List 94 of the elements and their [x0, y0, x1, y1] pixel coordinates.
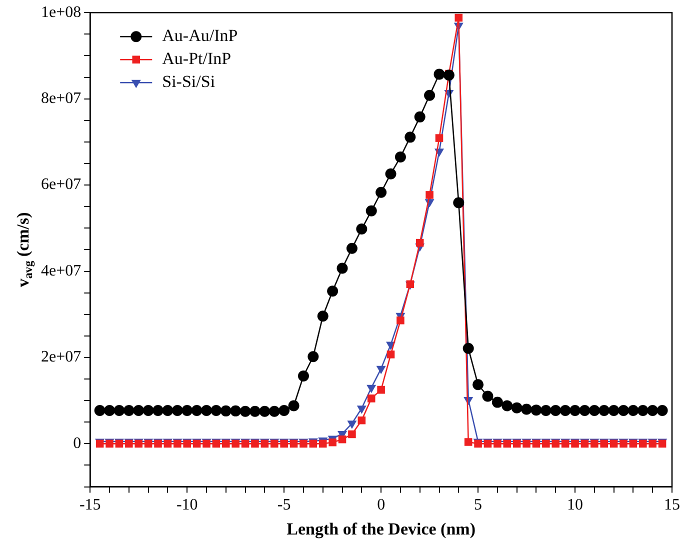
point — [482, 390, 494, 402]
point — [182, 404, 193, 416]
point — [268, 406, 280, 417]
point — [259, 406, 270, 417]
point — [317, 310, 328, 322]
point — [377, 386, 385, 394]
legend-label: Au-Au/InP — [162, 26, 238, 46]
point — [358, 416, 366, 424]
point — [249, 406, 260, 417]
point — [356, 224, 368, 235]
point — [453, 197, 464, 208]
point — [608, 404, 620, 416]
point — [366, 384, 376, 394]
point — [618, 404, 630, 416]
legend-label: Si-Si/Si — [162, 72, 216, 92]
point — [367, 394, 376, 402]
point — [172, 404, 183, 416]
x-tick-label: -10 — [176, 496, 198, 514]
point — [656, 404, 668, 416]
y-tick-label: 4e+07 — [41, 262, 82, 280]
point — [338, 435, 346, 444]
x-tick-label: 5 — [474, 496, 482, 514]
point — [560, 404, 571, 416]
point — [434, 68, 445, 80]
point — [385, 168, 396, 180]
point — [464, 438, 472, 446]
point — [540, 404, 552, 416]
point — [386, 350, 395, 358]
point — [647, 404, 658, 416]
point — [346, 242, 358, 254]
y-tick-label: 8e+07 — [41, 90, 82, 108]
point — [426, 191, 434, 199]
point — [598, 404, 610, 416]
point — [348, 430, 356, 438]
point — [278, 404, 290, 416]
point — [210, 404, 222, 416]
point — [530, 404, 542, 416]
point — [142, 404, 154, 416]
x-axis-title: Length of the Device (nm) — [286, 519, 476, 538]
point — [123, 404, 134, 416]
point — [570, 404, 581, 416]
point — [328, 438, 336, 446]
x-tick-label: 0 — [377, 496, 386, 514]
point — [114, 404, 125, 416]
y-tick-label: 2e+07 — [41, 348, 82, 366]
point — [240, 406, 251, 417]
point — [492, 396, 503, 408]
point — [376, 186, 387, 198]
point — [356, 406, 366, 414]
point — [435, 134, 444, 142]
point — [588, 404, 600, 416]
x-tick-label: -15 — [79, 496, 101, 514]
point — [472, 379, 484, 390]
point — [336, 262, 348, 274]
y-tick-label: 6e+07 — [41, 176, 82, 194]
point — [462, 342, 474, 354]
point — [414, 111, 426, 122]
point — [502, 400, 513, 412]
point — [220, 405, 232, 416]
point — [152, 404, 164, 416]
point — [454, 14, 463, 22]
point — [579, 404, 590, 416]
point — [404, 132, 416, 143]
x-tick-label: 15 — [664, 496, 680, 514]
point — [637, 404, 648, 416]
point — [347, 420, 357, 429]
point — [376, 366, 386, 374]
point — [521, 404, 532, 415]
point — [191, 404, 202, 416]
point — [162, 404, 174, 416]
point — [133, 404, 144, 416]
point — [394, 152, 406, 163]
legend-label: Au-Pt/InP — [162, 49, 232, 68]
point — [550, 404, 562, 416]
point — [298, 370, 309, 382]
point — [443, 70, 454, 81]
y-tick-label: 1e+08 — [41, 4, 82, 21]
point — [308, 351, 319, 362]
point — [628, 404, 639, 416]
point — [94, 404, 106, 416]
point — [511, 402, 522, 414]
point — [424, 90, 436, 101]
point — [327, 286, 338, 297]
point — [288, 400, 300, 412]
point — [230, 405, 242, 416]
y-axis-title: vavg (cm/s) — [13, 212, 36, 288]
point — [104, 404, 116, 416]
x-tick-label: -5 — [277, 496, 291, 514]
y-tick-label: 0 — [73, 434, 82, 452]
point — [396, 316, 404, 324]
point — [366, 205, 377, 216]
point — [201, 404, 212, 416]
point — [416, 238, 424, 247]
x-tick-label: 10 — [567, 496, 584, 514]
